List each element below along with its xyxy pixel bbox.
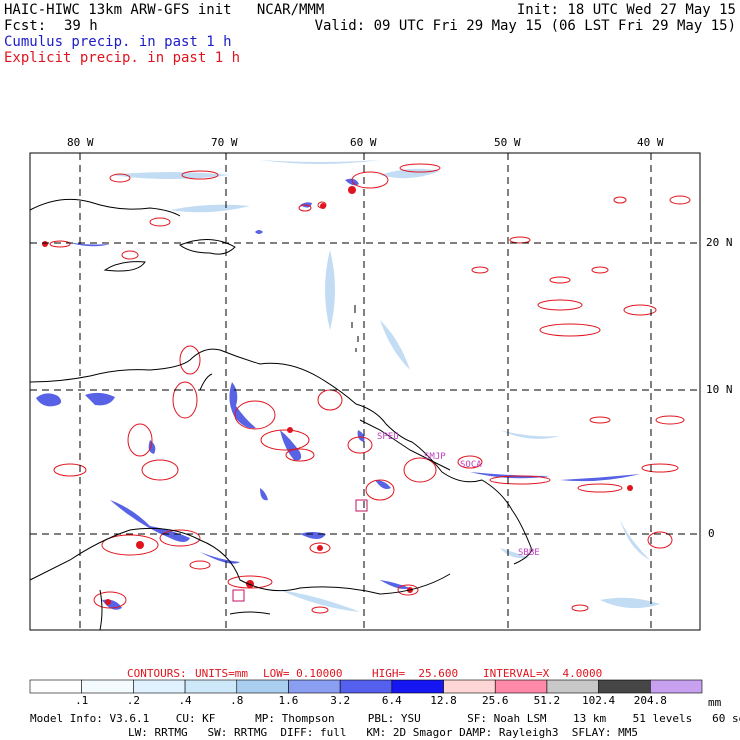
contours-interval: INTERVAL=X 4.0000: [483, 667, 603, 680]
colorbar-swatch: [391, 679, 444, 694]
lat-label-0: 0: [708, 527, 715, 540]
lon-label-80w: 80 W: [67, 136, 94, 149]
lat-label-20n: 20 N: [706, 236, 733, 249]
map-title: HAIC-HIWC 13km ARW-GFS init NCAR/MMM: [4, 2, 325, 18]
map-frame: [29, 152, 701, 631]
colorbar-swatch: [133, 679, 186, 694]
colorbar-swatch: [236, 679, 289, 694]
colorbar-tick-label: .4: [178, 694, 192, 707]
colorbar-tick-label: .8: [230, 694, 244, 707]
station-label-speu: SPEU: [377, 432, 399, 442]
lat-label-10n: 10 N: [706, 383, 733, 396]
colorbar-swatch: [598, 679, 651, 694]
station-markers: [232, 499, 368, 602]
colorbar-tick-label: 3.2: [330, 694, 351, 707]
light-precip-field: [110, 160, 660, 612]
colorbar-unit: mm: [708, 696, 722, 709]
lon-label-50w: 50 W: [494, 136, 521, 149]
colorbar-swatch: [443, 679, 496, 694]
lon-label-40w: 40 W: [637, 136, 664, 149]
valid-time: Valid: 09 UTC Fri 29 May 15 (06 LST Fri …: [314, 18, 736, 34]
lon-label-60w: 60 W: [350, 136, 377, 149]
init-time: Init: 18 UTC Wed 27 May 15: [516, 2, 736, 18]
colorbar-swatch: [29, 679, 82, 694]
colorbar-tick-label: .2: [126, 694, 140, 707]
model-info-line-1: Model Info: V3.6.1 CU: KF MP: Thompson P…: [30, 712, 740, 725]
explicit-precip-contours: [49, 163, 691, 614]
station-label-smjp: SMJP: [424, 452, 446, 462]
contours-low: LOW= 0.10000: [263, 667, 343, 680]
lat-lon-grid: [30, 153, 700, 630]
colorbar-swatch: [184, 679, 238, 694]
colorbar-tick-label: 6.4: [381, 694, 402, 707]
colorbar-tick-label: 51.2: [533, 694, 561, 707]
explicit-legend: Explicit precip. in past 1 h: [4, 50, 241, 66]
forecast-hour: 39 h: [64, 18, 98, 34]
model-info-line-2: LW: RRTMG SW: RRTMG DIFF: full KM: 2D Sm…: [128, 726, 638, 739]
colorbar-labels: .1 .2 .4 .8 1.6 3.2 6.4 12.8 25.6 51.2 102.4 204.8: [0, 694, 740, 708]
colorbar: [29, 679, 703, 694]
colorbar-swatch: [650, 679, 703, 694]
contours-label: CONTOURS:: [127, 667, 187, 680]
colorbar-swatch: [288, 679, 341, 694]
colorbar-tick-label: 25.6: [481, 694, 509, 707]
contours-units: UNITS=mm: [195, 667, 248, 680]
heavy-precip-cores: [42, 186, 633, 605]
colorbar-swatch: [546, 679, 599, 694]
colorbar-tick-label: 204.8: [633, 694, 667, 707]
cumulus-legend: Cumulus precip. in past 1 h: [4, 34, 232, 50]
forecast-label: Fcst:: [4, 18, 47, 34]
station-label-sbbe: SBBE: [518, 548, 540, 558]
colorbar-swatch: [494, 679, 548, 694]
lon-label-70w: 70 W: [211, 136, 238, 149]
colorbar-tick-label: .1: [75, 694, 89, 707]
colorbar-tick-label: 102.4: [582, 694, 616, 707]
colorbar-tick-label: 1.6: [278, 694, 299, 707]
colorbar-swatch: [81, 679, 134, 694]
station-label-soca: SOCA: [460, 460, 482, 470]
contours-high: HIGH= 25.600: [372, 667, 459, 680]
colorbar-swatch: [339, 679, 393, 694]
colorbar-tick-label: 12.8: [430, 694, 457, 707]
